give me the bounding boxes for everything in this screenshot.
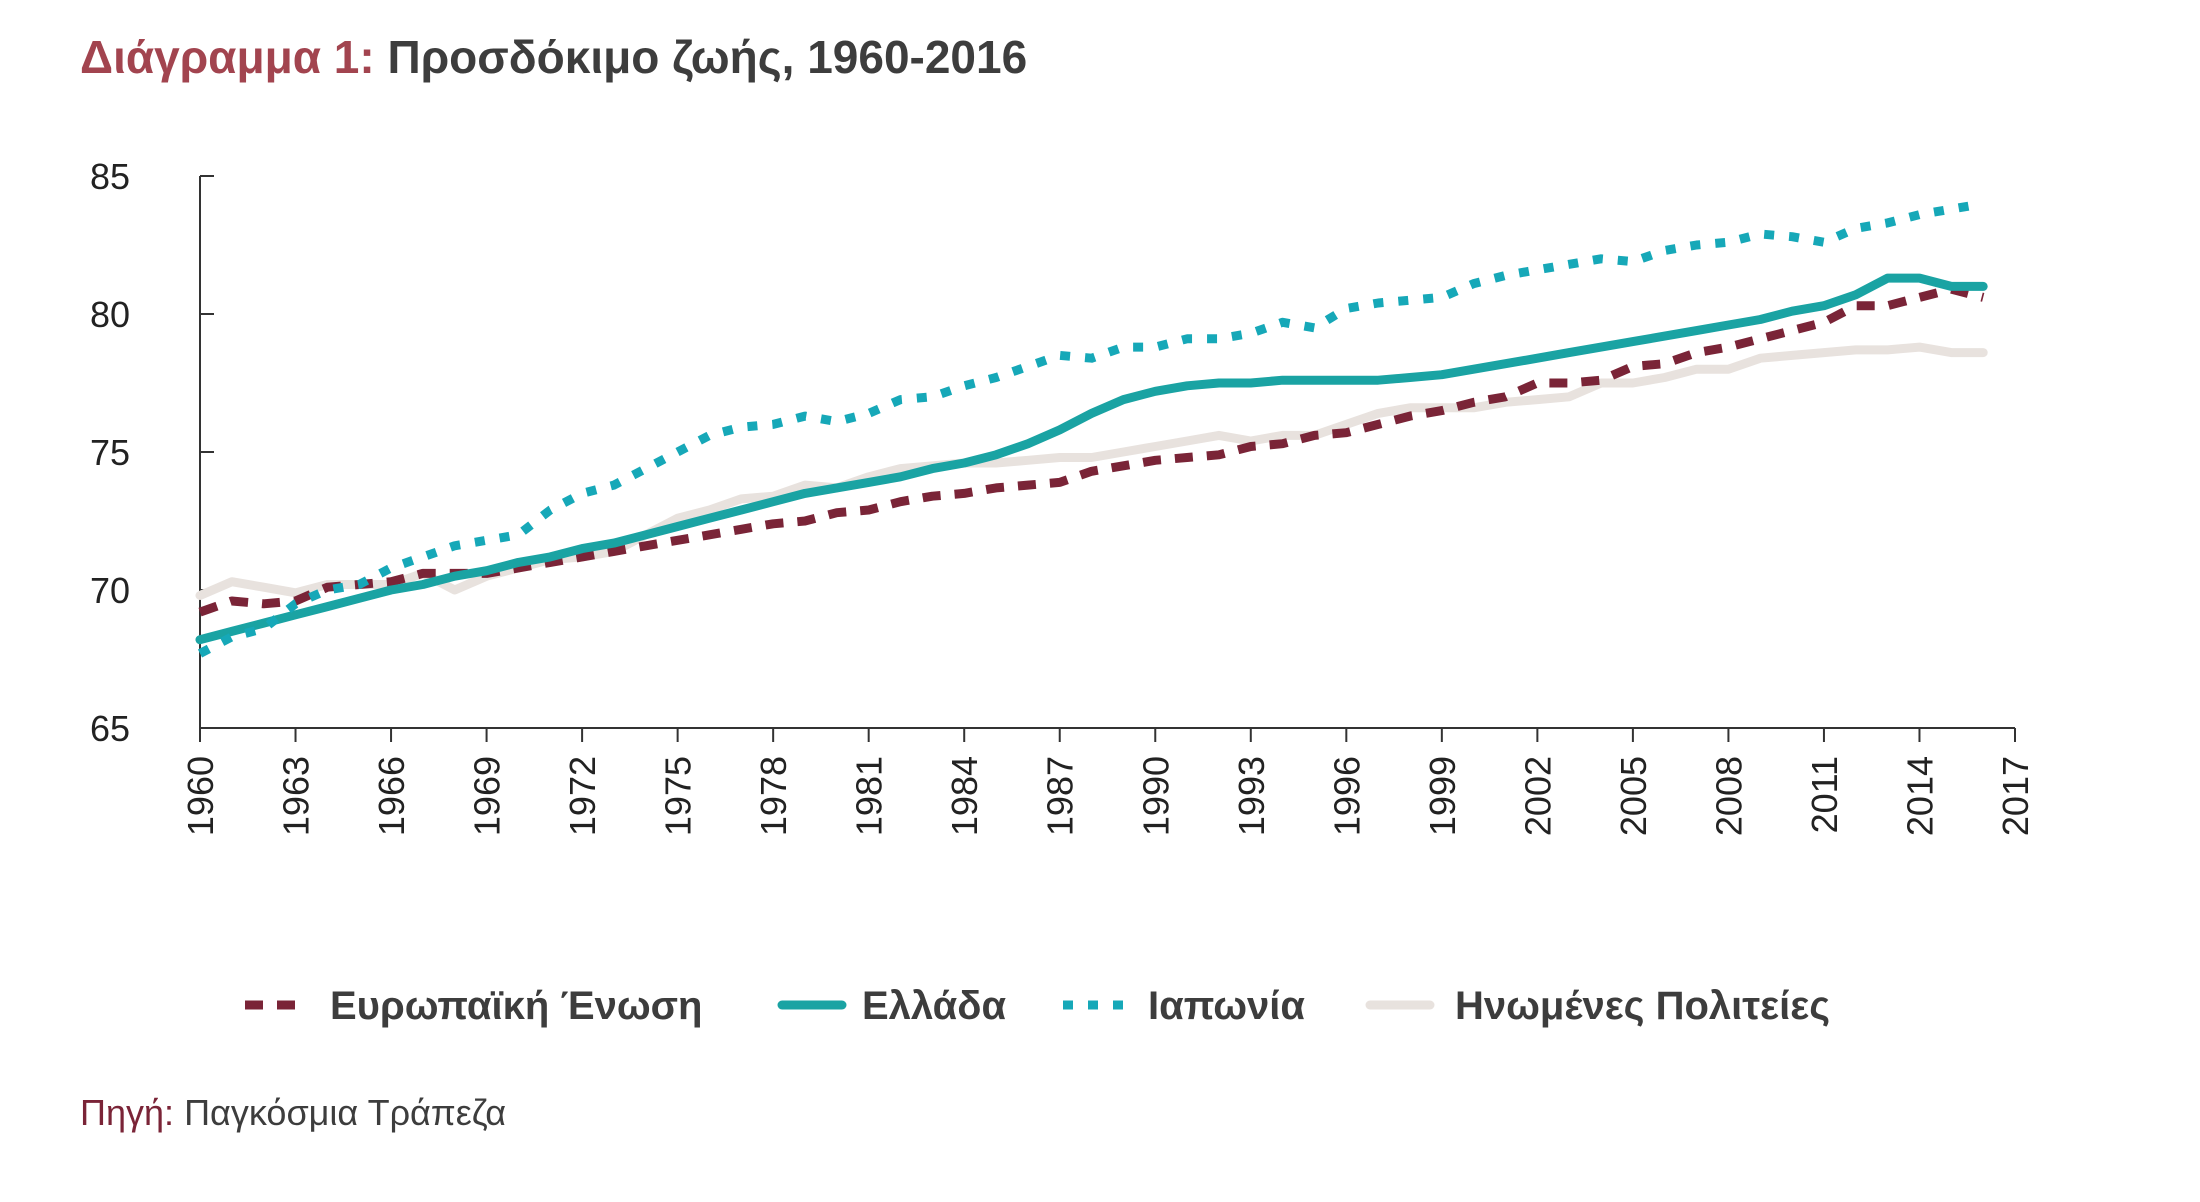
legend: Ευρωπαϊκή Ένωση Ελλάδα Ιαπωνία Ηνωμένες Πολ… <box>245 984 1830 1028</box>
y-tick-label: 65 <box>90 708 130 749</box>
legend-label-1: Ελλάδα <box>862 984 1007 1028</box>
x-tick-label: 1969 <box>467 756 508 836</box>
legend-label-0: Ευρωπαϊκή Ένωση <box>330 984 702 1028</box>
series-line-1 <box>195 273 1988 645</box>
source-prefix: Πηγή: <box>80 1092 175 1133</box>
x-tick-label: 1999 <box>1422 756 1463 836</box>
x-tick-label: 2002 <box>1517 756 1558 836</box>
x-tick-label: 1981 <box>849 756 890 836</box>
x-tick-label: 1978 <box>753 756 794 836</box>
legend-label-2: Ιαπωνία <box>1148 984 1305 1028</box>
line-chart: 65 70 75 80 85 1960 1963 1966 1969 1972 1975 1978 19… <box>90 156 2036 1028</box>
chart-title-prefix: Διάγραμμα 1: <box>80 31 375 83</box>
x-tick-label: 1975 <box>658 756 699 836</box>
x-tick-label: 1960 <box>180 756 221 836</box>
x-tick-label: 1987 <box>1040 756 1081 836</box>
y-tick-label: 80 <box>90 294 130 335</box>
series-line-2 <box>197 199 1984 658</box>
x-tick-label: 2008 <box>1708 756 1749 836</box>
axes: 65 70 75 80 85 1960 1963 1966 1969 1972 1975 1978 19… <box>90 156 2036 836</box>
series-line-0 <box>198 284 1985 617</box>
legend-label-3: Ηνωμένες Πολιτείες <box>1455 984 1830 1028</box>
y-tick-label: 85 <box>90 156 130 197</box>
x-tick-label: 1993 <box>1231 756 1272 836</box>
series-lines <box>195 199 1988 658</box>
x-tick-label: 1984 <box>944 756 985 836</box>
x-tick-label: 1990 <box>1135 756 1176 836</box>
chart-title: Διάγραμμα 1: Προσδόκιμο ζωής, 1960-2016 <box>80 30 1027 84</box>
x-tick-label: 2014 <box>1899 756 1940 836</box>
x-tick-label: 1963 <box>276 756 317 836</box>
x-tick-label: 2005 <box>1613 756 1654 836</box>
source-note: Πηγή: Παγκόσμια Τράπεζα <box>80 1092 506 1134</box>
y-tick-label: 70 <box>90 570 130 611</box>
chart-title-text: Προσδόκιμο ζωής, 1960-2016 <box>387 31 1028 83</box>
x-tick-label: 1972 <box>562 756 603 836</box>
x-tick-label: 1966 <box>371 756 412 836</box>
x-tick-label: 2011 <box>1804 756 1845 833</box>
x-tick-label: 1996 <box>1326 756 1367 836</box>
x-tick-label: 2017 <box>1995 756 2036 836</box>
source-text: Παγκόσμια Τράπεζα <box>184 1092 507 1133</box>
y-tick-label: 75 <box>90 432 130 473</box>
